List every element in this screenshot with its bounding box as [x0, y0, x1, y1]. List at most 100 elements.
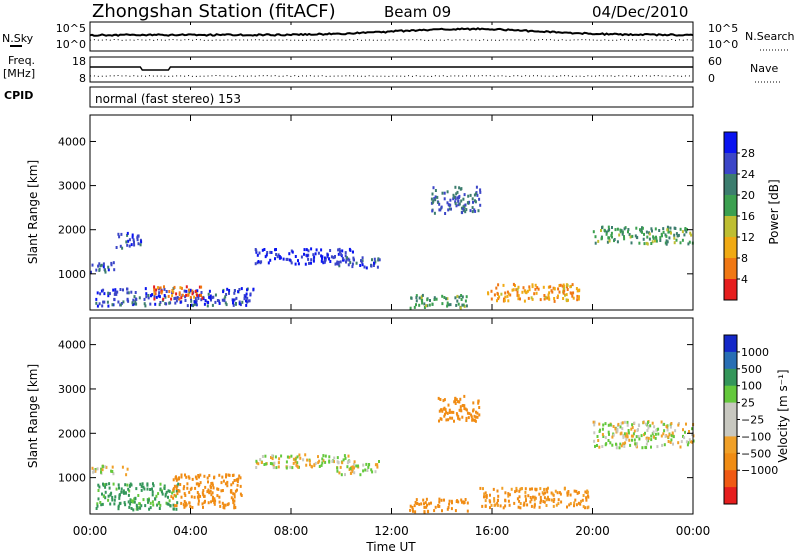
- velocity-cell: [490, 503, 493, 507]
- power-cell: [351, 262, 354, 266]
- power-cell: [107, 304, 110, 308]
- velocity-cell: [508, 503, 511, 507]
- power-cell: [153, 297, 156, 301]
- velocity-cell: [566, 505, 568, 509]
- velocity-cell: [366, 469, 369, 472]
- velocity-cell: [584, 506, 586, 510]
- velocity-cell: [113, 502, 116, 506]
- velocity-cell: [619, 442, 622, 446]
- power-cell: [534, 287, 537, 291]
- velocity-cell: [626, 435, 629, 439]
- power-cell: [456, 196, 459, 200]
- velocity-region-1: [95, 482, 180, 512]
- power-cell: [214, 300, 217, 304]
- power-cell: [497, 297, 500, 301]
- y-tick-label: 4000: [58, 339, 86, 352]
- colorbar-swatch: [724, 351, 737, 370]
- velocity-cell: [317, 455, 319, 459]
- power-cell: [138, 296, 141, 300]
- power-cell: [440, 205, 443, 209]
- velocity-cell: [263, 463, 266, 466]
- velocity-cell: [519, 487, 522, 491]
- velocity-cell: [208, 474, 211, 478]
- velocity-cell: [657, 427, 660, 431]
- colorbar-tick-label: −25: [741, 414, 764, 427]
- velocity-cell: [580, 499, 583, 503]
- velocity-cell: [159, 503, 162, 507]
- velocity-cell: [424, 501, 427, 505]
- power-cell: [320, 259, 323, 263]
- velocity-cell: [298, 453, 301, 457]
- velocity-cell: [451, 416, 454, 420]
- velocity-cell: [525, 499, 527, 503]
- velocity-cell: [124, 491, 127, 495]
- velocity-cell: [341, 461, 344, 465]
- velocity-cell: [213, 497, 216, 501]
- velocity-cell: [114, 495, 117, 499]
- velocity-cell: [194, 475, 197, 479]
- colorbar-swatch: [724, 419, 737, 437]
- velocity-cell: [127, 493, 130, 497]
- power-cell: [490, 297, 493, 301]
- velocity-cell: [271, 462, 274, 466]
- power-cell: [338, 247, 341, 251]
- velocity-cell: [167, 489, 170, 493]
- velocity-cell: [230, 490, 233, 494]
- velocity-cell: [220, 481, 223, 485]
- velocity-cell: [111, 495, 114, 499]
- velocity-cell: [593, 431, 596, 435]
- velocity-cell: [484, 499, 487, 503]
- velocity-cell: [202, 493, 205, 497]
- velocity-cell: [201, 502, 204, 506]
- velocity-cell: [464, 498, 467, 501]
- power-cell: [167, 294, 170, 298]
- velocity-cell: [478, 406, 481, 409]
- velocity-cell: [434, 505, 437, 509]
- velocity-cell: [459, 408, 462, 412]
- power-cell: [150, 294, 152, 298]
- power-cell: [119, 303, 122, 307]
- y-tick-label: 2000: [58, 224, 86, 237]
- velocity-cell: [556, 491, 559, 495]
- velocity-cell: [371, 470, 374, 474]
- power-cell: [465, 304, 468, 308]
- velocity-colorbar-label: Velocity [m s⁻¹]: [776, 369, 790, 462]
- velocity-cell: [212, 495, 214, 499]
- velocity-cell: [174, 494, 177, 498]
- power-cell: [524, 289, 527, 293]
- x-tick-label: 04:00: [173, 524, 208, 538]
- power-cell: [571, 294, 574, 298]
- power-cell: [421, 293, 424, 297]
- velocity-cell: [177, 482, 180, 486]
- power-cell: [104, 268, 106, 272]
- power-cell: [101, 304, 104, 308]
- power-cell: [158, 303, 161, 307]
- power-cell: [233, 291, 236, 295]
- power-cell: [252, 287, 255, 291]
- power-cell: [254, 262, 257, 266]
- power-cell: [645, 230, 648, 234]
- velocity-cell: [457, 416, 460, 420]
- velocity-region-6: [479, 486, 590, 510]
- velocity-cell: [305, 463, 308, 467]
- velocity-cell: [459, 405, 462, 409]
- velocity-cell: [117, 504, 120, 508]
- power-cell: [456, 190, 459, 194]
- velocity-cell: [547, 486, 549, 490]
- velocity-cell: [672, 442, 674, 446]
- velocity-cell: [111, 470, 114, 473]
- power-cell: [675, 232, 678, 236]
- velocity-cell: [647, 420, 649, 424]
- velocity-cell: [127, 487, 130, 491]
- power-cell: [544, 295, 547, 299]
- power-cell: [351, 265, 354, 269]
- velocity-cell: [143, 487, 146, 491]
- velocity-cell: [423, 505, 426, 509]
- velocity-cell: [625, 437, 628, 441]
- colorbar-tick-label: −500: [741, 447, 771, 460]
- power-cell: [684, 227, 687, 230]
- velocity-cell: [95, 507, 98, 510]
- power-cell: [415, 296, 418, 300]
- power-cell: [194, 290, 197, 293]
- velocity-cell: [184, 504, 187, 508]
